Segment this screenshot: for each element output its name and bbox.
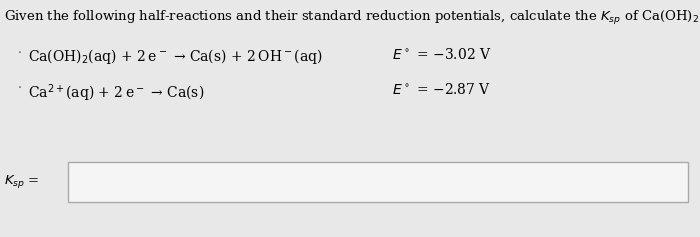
Text: $E^\circ$ = −2.87 V: $E^\circ$ = −2.87 V (392, 82, 491, 97)
FancyBboxPatch shape (68, 162, 688, 202)
Text: Given the following half-reactions and their standard reduction potentials, calc: Given the following half-reactions and t… (4, 9, 700, 27)
Text: $E^\circ$ = −3.02 V: $E^\circ$ = −3.02 V (392, 47, 491, 62)
Text: Ca(OH)$_2$(aq) + 2 e$^-$ → Ca(s) + 2 OH$^-$(aq): Ca(OH)$_2$(aq) + 2 e$^-$ → Ca(s) + 2 OH$… (28, 47, 323, 66)
Text: ·: · (18, 82, 22, 95)
Text: ·: · (18, 47, 22, 60)
Text: Ca$^{2+}$(aq) + 2 e$^-$ → Ca(s): Ca$^{2+}$(aq) + 2 e$^-$ → Ca(s) (28, 82, 204, 104)
Text: $K_{sp}$ =: $K_{sp}$ = (4, 173, 40, 191)
